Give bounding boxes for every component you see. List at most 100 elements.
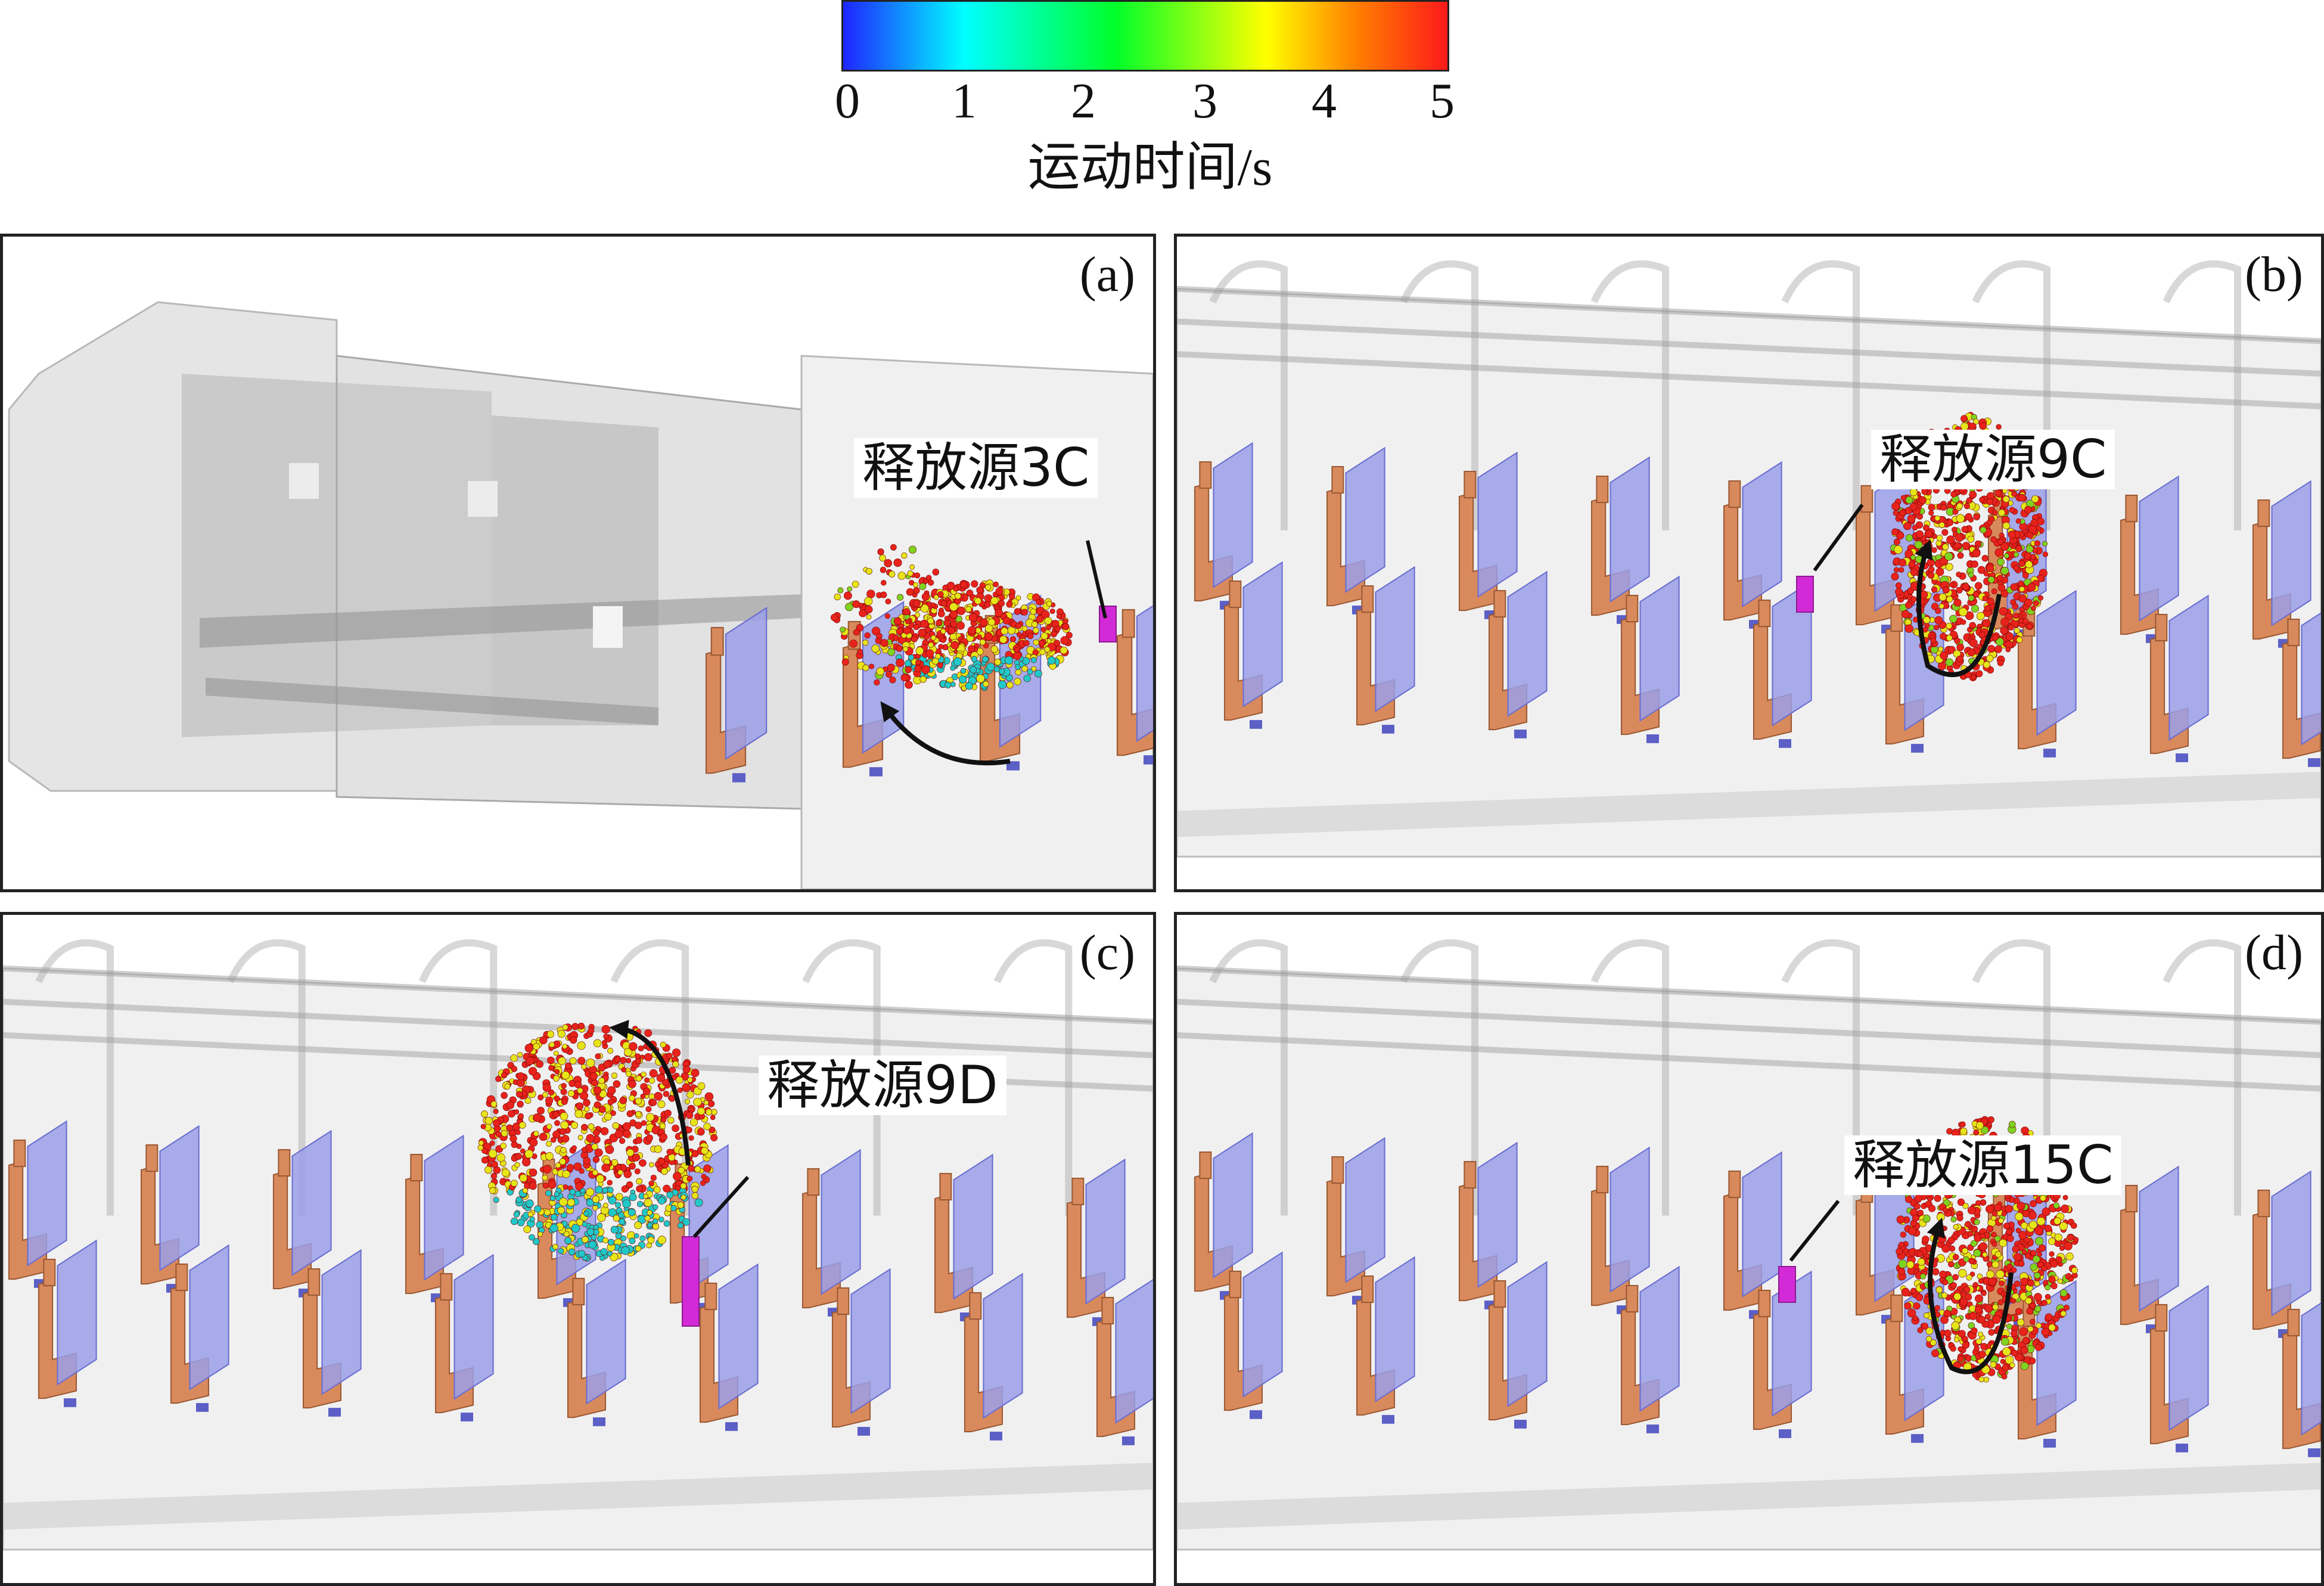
particle bbox=[664, 1109, 672, 1117]
particle bbox=[1986, 1225, 1994, 1233]
particle bbox=[586, 1134, 595, 1143]
particle bbox=[1034, 669, 1042, 678]
particle bbox=[552, 1243, 558, 1250]
particle bbox=[2013, 613, 2019, 619]
particle bbox=[876, 667, 885, 676]
particle bbox=[2045, 1294, 2051, 1300]
particle bbox=[1969, 491, 1977, 499]
particle bbox=[1894, 545, 1903, 554]
cabin-arch bbox=[418, 939, 498, 1216]
particle bbox=[966, 589, 974, 597]
particle bbox=[495, 1131, 502, 1137]
particle bbox=[888, 570, 896, 578]
particle bbox=[927, 617, 934, 625]
roof-rail bbox=[3, 965, 1153, 1025]
particle bbox=[1979, 422, 1987, 430]
particle bbox=[2034, 540, 2041, 547]
seat-headrest bbox=[1464, 1160, 1477, 1189]
particle bbox=[583, 1106, 590, 1112]
particle bbox=[1893, 510, 1899, 516]
colorbar-tick: 2 bbox=[1071, 73, 1096, 129]
colorbar-title: 运动时间/s bbox=[1027, 139, 1273, 197]
seat bbox=[1723, 1151, 1782, 1319]
particle bbox=[914, 572, 921, 579]
particle bbox=[943, 619, 950, 626]
particle bbox=[1968, 595, 1975, 601]
particle bbox=[1961, 526, 1969, 533]
cabin-arch bbox=[1781, 260, 1860, 530]
particle bbox=[893, 617, 902, 625]
particle bbox=[2057, 1278, 2063, 1284]
seat bbox=[1194, 442, 1253, 610]
particle bbox=[657, 1236, 666, 1244]
particle bbox=[925, 627, 931, 633]
particle bbox=[527, 1211, 534, 1218]
particle bbox=[550, 1213, 558, 1221]
particle bbox=[2045, 1313, 2053, 1321]
leader-line bbox=[1813, 504, 1864, 572]
panel-label: (b) bbox=[2245, 247, 2303, 302]
particle bbox=[1031, 621, 1038, 628]
particle bbox=[1959, 1121, 1966, 1128]
particle bbox=[1977, 644, 1983, 649]
particle bbox=[562, 1024, 568, 1031]
particle bbox=[918, 628, 927, 637]
particle bbox=[1952, 1274, 1959, 1281]
particle bbox=[1968, 1258, 1975, 1264]
particle bbox=[2067, 1234, 2074, 1242]
particle bbox=[857, 648, 863, 654]
particle bbox=[2034, 1293, 2042, 1302]
particle bbox=[1963, 1286, 1971, 1293]
particle bbox=[907, 570, 914, 577]
particle bbox=[603, 1033, 609, 1039]
particle bbox=[1938, 646, 1944, 652]
particle bbox=[928, 642, 934, 648]
particle bbox=[612, 1122, 620, 1129]
particle bbox=[1991, 1231, 1997, 1238]
particle bbox=[1995, 637, 2004, 646]
particle bbox=[1941, 529, 1949, 536]
particle bbox=[908, 545, 917, 554]
particle bbox=[1925, 539, 1931, 546]
seat bbox=[1223, 561, 1283, 729]
particle bbox=[1980, 1233, 1986, 1239]
particle bbox=[592, 1169, 598, 1176]
particle bbox=[543, 1165, 552, 1174]
particle bbox=[864, 632, 871, 639]
particle bbox=[953, 657, 962, 666]
cabin-window bbox=[468, 481, 498, 517]
particle bbox=[1942, 544, 1949, 551]
particle bbox=[2030, 1263, 2038, 1271]
particle bbox=[1947, 645, 1956, 654]
particle bbox=[537, 1107, 545, 1115]
particle bbox=[648, 1180, 654, 1187]
particle bbox=[1972, 549, 1981, 558]
particle bbox=[889, 676, 896, 684]
particle bbox=[647, 1210, 653, 1216]
seat bbox=[1223, 1251, 1283, 1419]
seat-leg bbox=[1250, 720, 1262, 729]
particle bbox=[1956, 1214, 1963, 1222]
particle bbox=[534, 1205, 542, 1213]
particle bbox=[1971, 1225, 1978, 1233]
particle bbox=[1051, 631, 1057, 638]
particle bbox=[2043, 1280, 2049, 1286]
particle bbox=[682, 1218, 690, 1226]
particle bbox=[902, 646, 909, 652]
particle bbox=[864, 597, 873, 606]
particle bbox=[1976, 612, 1985, 620]
particle bbox=[554, 1069, 560, 1075]
particle bbox=[489, 1187, 496, 1194]
seat-leg bbox=[196, 1403, 209, 1412]
release-source bbox=[1099, 606, 1117, 643]
seat-headrest bbox=[1860, 485, 1874, 513]
particle bbox=[1989, 516, 1995, 522]
particle bbox=[519, 1174, 527, 1182]
particle bbox=[522, 1157, 531, 1166]
particle bbox=[709, 1126, 716, 1134]
particle bbox=[1946, 519, 1954, 526]
particle bbox=[639, 1159, 647, 1167]
particle bbox=[605, 1145, 614, 1154]
particle bbox=[1928, 504, 1935, 511]
particle bbox=[477, 1144, 484, 1151]
